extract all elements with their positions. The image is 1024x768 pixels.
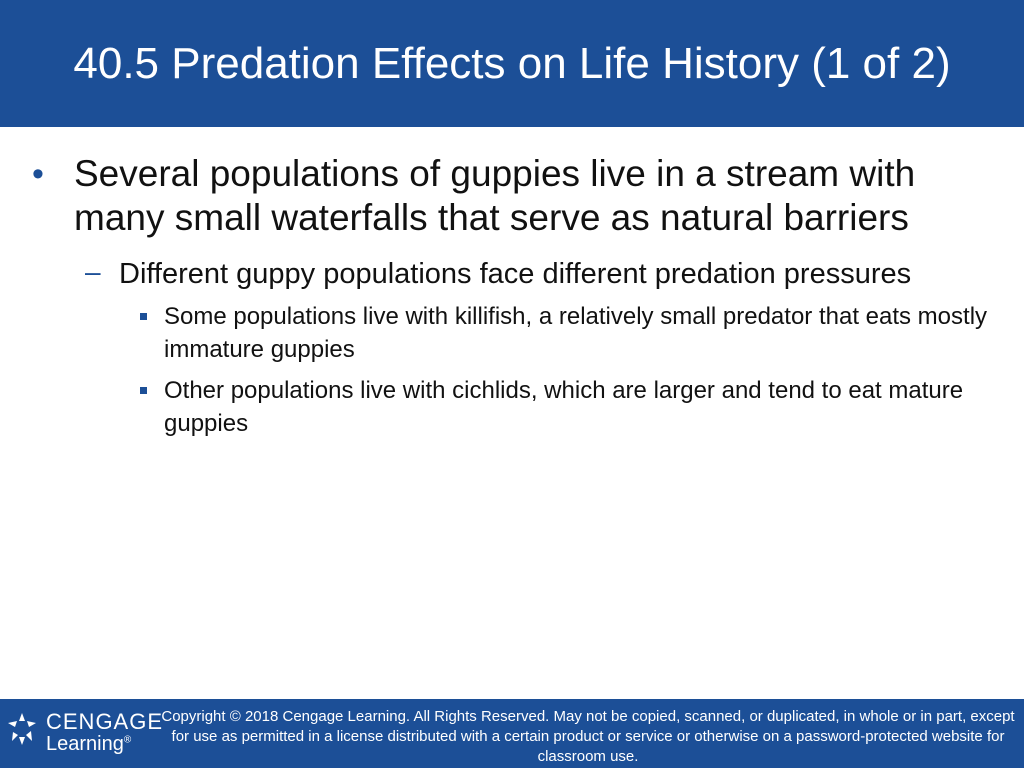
title-bar: 40.5 Predation Effects on Life History (…	[0, 0, 1024, 127]
logo-line2: Learning®	[46, 733, 131, 756]
logo-line1: CENGAGE	[46, 709, 164, 734]
bullet-level3: Some populations live with killifish, a …	[140, 300, 1004, 366]
bullet-text: Some populations live with killifish, a …	[164, 303, 988, 363]
footer-bar: CENGAGE Learning® Copyright © 2018 Cenga…	[0, 699, 1024, 768]
logo-line2-text: Learning	[46, 733, 124, 755]
bullet-level2: – Different guppy populations face diffe…	[85, 254, 919, 294]
bullet-dash-icon: –	[85, 256, 101, 287]
bullet-text: Several populations of guppies live in a…	[74, 153, 916, 238]
bullet-square-icon	[140, 313, 147, 320]
registered-mark: ®	[123, 734, 132, 746]
bullet-text: Different guppy populations face differe…	[119, 258, 912, 290]
bullet-dot-icon: •	[32, 155, 44, 193]
bullet-text: Other populations live with cichlids, wh…	[164, 377, 964, 437]
slide-title: 40.5 Predation Effects on Life History (…	[73, 38, 951, 88]
slide-body: • Several populations of guppies live in…	[0, 152, 1024, 440]
bullet-level3: Other populations live with cichlids, wh…	[140, 374, 1004, 440]
bullet-level1: • Several populations of guppies live in…	[32, 152, 994, 240]
copyright-notice: Copyright © 2018 Cengage Learning. All R…	[161, 708, 1015, 765]
cengage-logo: CENGAGE Learning®	[4, 709, 162, 759]
cengage-star-icon	[8, 713, 36, 745]
bullet-square-icon	[140, 387, 147, 394]
